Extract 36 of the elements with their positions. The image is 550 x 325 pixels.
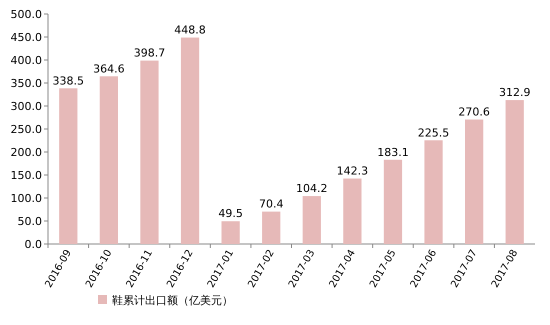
legend-label: 鞋累计出口额（亿美元） <box>112 294 233 307</box>
data-label: 104.2 <box>296 182 328 196</box>
bar <box>140 60 159 244</box>
y-tick-label: 200.0 <box>10 146 42 159</box>
bar <box>464 120 484 244</box>
data-label: 49.5 <box>218 207 243 220</box>
y-tick-label: 0.0 <box>24 238 42 251</box>
data-label: 225.5 <box>418 126 450 140</box>
data-label: 270.6 <box>458 106 490 119</box>
bar <box>343 178 362 244</box>
bar <box>506 100 524 244</box>
y-tick-label: 50.0 <box>18 215 42 228</box>
y-tick-label: 150.0 <box>10 169 42 182</box>
data-label: 364.6 <box>93 62 125 76</box>
y-tick-label: 450.0 <box>10 31 42 44</box>
data-label: 183.1 <box>377 146 409 159</box>
data-label: 338.5 <box>52 74 84 88</box>
y-tick-label: 350.0 <box>10 77 42 90</box>
bar <box>384 160 402 244</box>
y-tick-label: 500.0 <box>10 8 42 21</box>
y-tick-label: 100.0 <box>10 192 42 205</box>
bar <box>221 221 240 244</box>
bar <box>424 140 443 244</box>
data-label: 398.7 <box>134 46 166 60</box>
bar <box>302 196 321 244</box>
y-tick-label: 400.0 <box>10 54 42 67</box>
data-label: 142.3 <box>336 164 368 178</box>
bar <box>100 76 118 244</box>
y-tick-label: 300.0 <box>10 100 42 113</box>
data-label: 70.4 <box>258 198 284 211</box>
bar <box>59 88 78 244</box>
data-label: 312.9 <box>498 86 530 100</box>
bar <box>262 212 280 244</box>
bar <box>180 38 200 244</box>
y-tick-label: 250.0 <box>10 123 42 136</box>
data-label: 448.8 <box>174 24 206 37</box>
